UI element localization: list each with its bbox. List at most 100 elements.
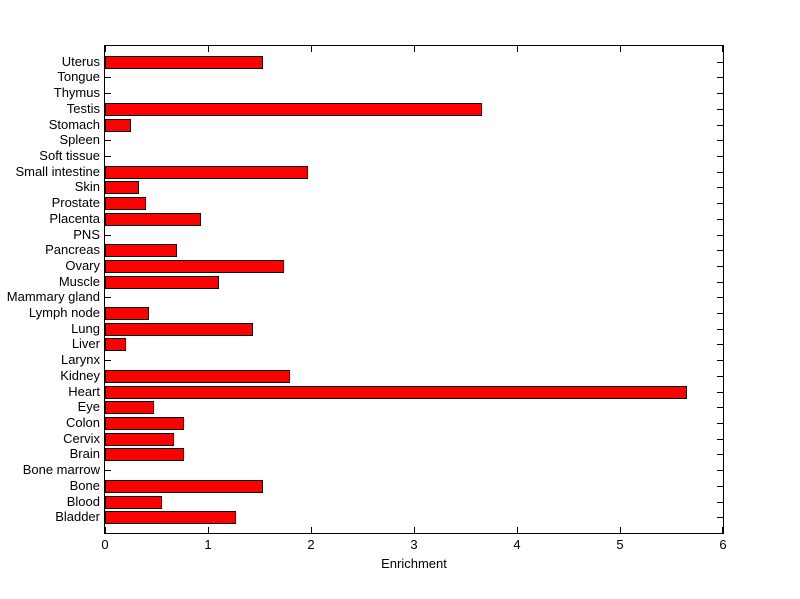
- x-tick-bottom: [208, 527, 209, 533]
- y-axis-category-label: Pancreas: [45, 242, 100, 257]
- bar-lung: [105, 323, 253, 336]
- bar-liver: [105, 338, 126, 351]
- x-tick-bottom: [517, 527, 518, 533]
- y-tick-left: [105, 235, 111, 236]
- y-tick-right: [717, 360, 723, 361]
- bar-heart: [105, 386, 687, 399]
- y-axis-category-label: Eye: [77, 399, 100, 414]
- y-axis-category-label: Soft tissue: [39, 148, 100, 163]
- y-tick-right: [717, 517, 723, 518]
- x-tick-bottom: [414, 527, 415, 533]
- x-tick-label: 3: [410, 537, 418, 552]
- x-tick-label: 5: [616, 537, 624, 552]
- y-axis-category-label: Cervix: [63, 431, 100, 446]
- bar-stomach: [105, 119, 131, 132]
- y-tick-right: [717, 203, 723, 204]
- bar-uterus: [105, 56, 263, 69]
- y-axis-category-label: Brain: [69, 446, 100, 461]
- x-tick-bottom: [722, 527, 723, 533]
- x-tick-top: [105, 46, 106, 52]
- y-axis-category-label: Liver: [71, 336, 100, 351]
- y-tick-right: [717, 470, 723, 471]
- y-tick-right: [717, 297, 723, 298]
- y-tick-right: [717, 439, 723, 440]
- x-tick-label: 2: [307, 537, 315, 552]
- x-tick-label: 1: [204, 537, 212, 552]
- bar-placenta: [105, 213, 201, 226]
- y-axis-category-label: Heart: [68, 384, 100, 399]
- y-tick-right: [717, 219, 723, 220]
- y-tick-right: [717, 392, 723, 393]
- y-tick-right: [717, 407, 723, 408]
- y-tick-right: [717, 486, 723, 487]
- y-axis-category-label: Muscle: [58, 274, 100, 289]
- y-axis-category-label: Blood: [66, 494, 100, 509]
- y-tick-right: [717, 313, 723, 314]
- x-tick-top: [620, 46, 621, 52]
- bar-colon: [105, 417, 184, 430]
- x-axis-title: Enrichment: [381, 556, 447, 571]
- bar-ovary: [105, 260, 284, 273]
- y-axis-category-label: Spleen: [59, 132, 100, 147]
- y-axis-category-label: Mammary gland: [6, 289, 100, 304]
- y-tick-left: [105, 156, 111, 157]
- bar-blood: [105, 496, 162, 509]
- y-tick-left: [105, 140, 111, 141]
- bar-pancreas: [105, 244, 177, 257]
- y-axis-category-label: PNS: [73, 227, 100, 242]
- bar-testis: [105, 103, 482, 116]
- y-axis-category-label: Skin: [74, 179, 100, 194]
- plot-area: [104, 45, 724, 534]
- y-tick-right: [717, 77, 723, 78]
- x-tick-top: [517, 46, 518, 52]
- y-tick-right: [717, 329, 723, 330]
- y-tick-left: [105, 77, 111, 78]
- y-tick-right: [717, 93, 723, 94]
- bar-skin: [105, 181, 139, 194]
- y-axis-category-label: Larynx: [60, 352, 100, 367]
- x-tick-top: [722, 46, 723, 52]
- y-axis-category-label: Placenta: [49, 211, 100, 226]
- y-tick-right: [717, 235, 723, 236]
- y-tick-right: [717, 109, 723, 110]
- y-axis-category-label: Bone marrow: [22, 462, 100, 477]
- y-axis-category-label: Thymus: [53, 85, 100, 100]
- bar-lymph-node: [105, 307, 149, 320]
- y-tick-right: [717, 266, 723, 267]
- y-axis-category-label: Kidney: [60, 368, 100, 383]
- bar-kidney: [105, 370, 290, 383]
- x-tick-label: 4: [513, 537, 521, 552]
- y-tick-right: [717, 140, 723, 141]
- bar-bone: [105, 480, 263, 493]
- y-axis-category-label: Stomach: [48, 117, 100, 132]
- y-axis-category-label: Lymph node: [28, 305, 100, 320]
- x-tick-top: [208, 46, 209, 52]
- y-tick-right: [717, 282, 723, 283]
- y-axis-category-label: Prostate: [51, 195, 100, 210]
- y-tick-right: [717, 156, 723, 157]
- x-tick-label: 0: [101, 537, 109, 552]
- y-axis-category-label: Bone: [69, 478, 100, 493]
- y-axis-category-label: Testis: [66, 101, 100, 116]
- x-tick-bottom: [620, 527, 621, 533]
- y-tick-left: [105, 470, 111, 471]
- y-tick-right: [717, 125, 723, 126]
- x-tick-bottom: [311, 527, 312, 533]
- y-tick-right: [717, 454, 723, 455]
- y-axis-category-label: Ovary: [65, 258, 100, 273]
- bar-prostate: [105, 197, 146, 210]
- y-axis-category-label: Colon: [66, 415, 100, 430]
- y-tick-left: [105, 297, 111, 298]
- y-tick-right: [717, 172, 723, 173]
- y-axis-category-label: Bladder: [55, 509, 100, 524]
- y-tick-left: [105, 360, 111, 361]
- bar-muscle: [105, 276, 219, 289]
- y-tick-right: [717, 376, 723, 377]
- y-tick-right: [717, 423, 723, 424]
- y-tick-right: [717, 187, 723, 188]
- bar-bladder: [105, 511, 236, 524]
- bar-cervix: [105, 433, 174, 446]
- bar-eye: [105, 401, 154, 414]
- y-axis-category-label: Tongue: [57, 69, 100, 84]
